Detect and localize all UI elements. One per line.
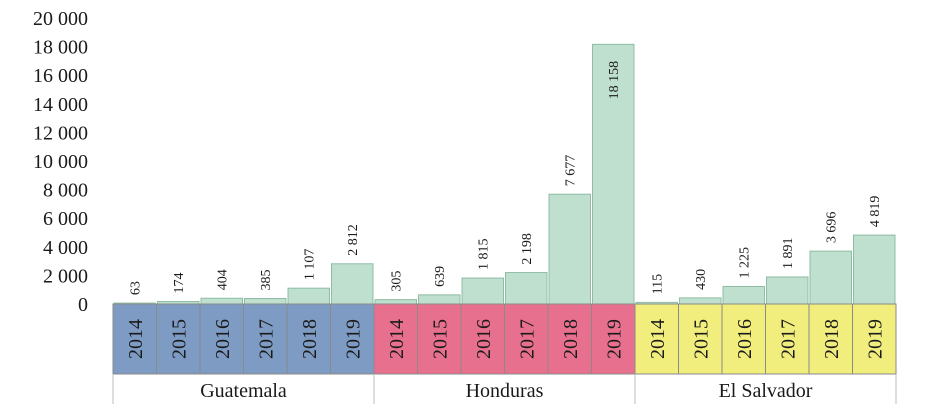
bar	[331, 263, 374, 305]
y-tick-label: 14 000	[33, 94, 88, 116]
year-cell	[591, 303, 636, 375]
y-tick-label: 12 000	[33, 122, 88, 144]
year-cell	[286, 303, 331, 375]
data-label: 1 891	[781, 237, 796, 269]
year-cell	[808, 303, 853, 375]
x-tick-label: 2019	[603, 319, 625, 359]
data-label: 4 819	[868, 196, 883, 228]
y-tick-label: 10 000	[33, 151, 88, 173]
bar	[679, 297, 722, 305]
year-cell	[330, 303, 375, 375]
data-label: 174	[172, 273, 187, 294]
group-label: El Salvador	[719, 380, 813, 402]
x-tick-label: 2018	[560, 319, 582, 359]
y-tick-label: 18 000	[33, 37, 88, 59]
data-label: 1 815	[477, 239, 492, 271]
y-tick-label: 16 000	[33, 65, 88, 87]
bar	[374, 299, 417, 305]
bar	[244, 297, 287, 305]
group-label: Honduras	[466, 380, 544, 402]
data-label: 305	[390, 271, 405, 292]
x-tick-label: 2018	[299, 319, 321, 359]
y-tick-label: 2 000	[43, 265, 88, 287]
y-tick-label: 20 000	[33, 8, 88, 30]
x-tick-label: 2015	[168, 319, 190, 359]
bar	[418, 294, 461, 305]
x-tick-label: 2017	[255, 319, 277, 359]
data-label: 63	[129, 281, 144, 295]
bar	[592, 43, 635, 305]
year-cell	[112, 303, 157, 375]
bar	[722, 285, 765, 305]
x-tick-label: 2016	[212, 319, 234, 359]
year-cell	[243, 303, 288, 375]
x-tick-label: 2017	[516, 319, 538, 359]
bar	[505, 272, 548, 305]
bars	[113, 43, 896, 305]
y-tick-label: 0	[78, 294, 88, 316]
y-tick-label: 6 000	[43, 208, 88, 230]
data-label: 2 812	[346, 224, 361, 256]
x-tick-label: 2016	[734, 319, 756, 359]
data-label: 18 158	[607, 61, 622, 100]
y-axis: 0 2 000 4 000 6 000 8 000 10 000 12 000 14 000 1…	[33, 8, 88, 316]
x-tick-label: 2018	[821, 319, 843, 359]
x-tick-label: 2014	[647, 319, 669, 359]
y-tick-label: 4 000	[43, 237, 88, 259]
data-label: 404	[216, 269, 231, 290]
x-tick-label: 2016	[473, 319, 495, 359]
y-tick-label: 8 000	[43, 180, 88, 202]
year-cell	[417, 303, 462, 375]
bar	[461, 277, 504, 305]
bar	[200, 297, 243, 305]
bar	[548, 193, 591, 305]
bar	[809, 250, 852, 305]
bar	[853, 234, 896, 305]
x-tick-label: 2015	[690, 319, 712, 359]
x-tick-label: 2014	[386, 319, 408, 359]
data-label: 1 107	[303, 249, 318, 281]
data-label: 2 198	[520, 233, 535, 265]
x-tick-label: 2015	[429, 319, 451, 359]
country-groups: Guatemala Honduras El Salvador	[112, 374, 897, 404]
x-tick-label: 2019	[342, 319, 364, 359]
data-label: 430	[694, 269, 709, 290]
x-tick-label: 2017	[777, 319, 799, 359]
data-label: 3 696	[825, 212, 840, 244]
data-label: 115	[651, 274, 666, 294]
data-label: 639	[433, 266, 448, 287]
year-cell	[678, 303, 723, 375]
bar	[766, 276, 809, 305]
year-cells: 2014 2015 2016 2017 2018 2019 2014 2015 2016 2017…	[112, 303, 897, 375]
year-cell	[765, 303, 810, 375]
bar	[287, 287, 330, 305]
year-cell	[156, 303, 201, 375]
year-cell	[852, 303, 897, 375]
year-cell	[721, 303, 766, 375]
group-label: Guatemala	[200, 380, 287, 402]
value-labels: 63 174 404 385 1 107 2 812 305 639 1 815 2 198 7 6…	[129, 61, 884, 295]
data-label: 385	[259, 269, 274, 290]
data-label: 1 225	[738, 247, 753, 279]
data-label: 7 677	[564, 155, 579, 187]
x-tick-label: 2014	[125, 319, 147, 359]
year-cell	[504, 303, 549, 375]
x-tick-label: 2019	[864, 319, 886, 359]
